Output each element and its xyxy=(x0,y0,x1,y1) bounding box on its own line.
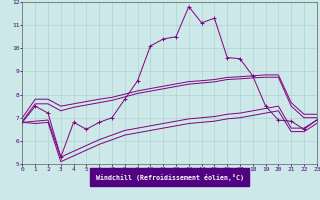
X-axis label: Windchill (Refroidissement éolien,°C): Windchill (Refroidissement éolien,°C) xyxy=(96,174,244,181)
